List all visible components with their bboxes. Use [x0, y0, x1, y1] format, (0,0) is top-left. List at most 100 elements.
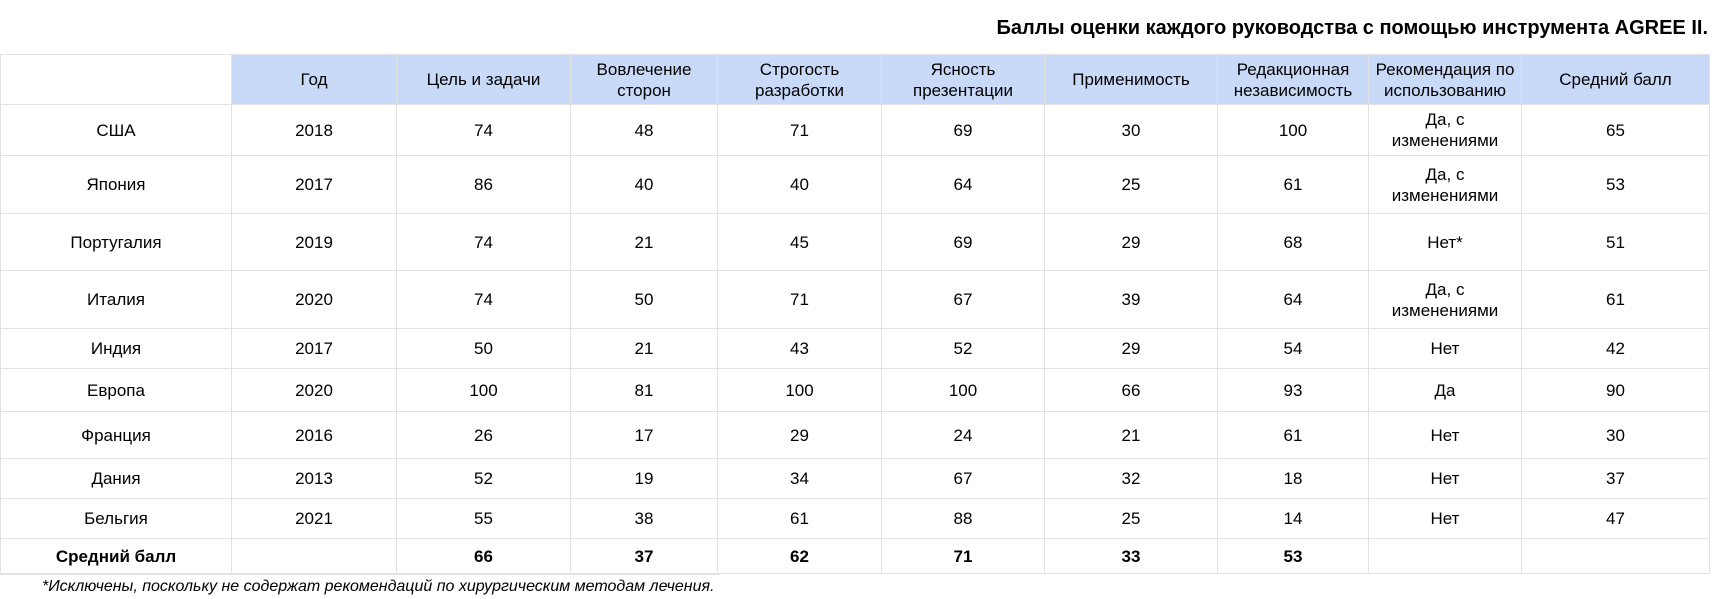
cell: Нет	[1368, 328, 1522, 369]
cell: Да, с изменениями	[1368, 104, 1522, 156]
cell: 64	[881, 155, 1045, 214]
title: Баллы оценки каждого руководства с помощ…	[996, 17, 1708, 39]
table-row: Италия 2020 74 50 71 67 39 64 Да, с изменениями 6…	[0, 270, 1710, 329]
cell: 100	[396, 368, 571, 412]
row-label: Франция	[0, 411, 232, 459]
cell: 67	[881, 270, 1045, 329]
cell: 47	[1521, 498, 1710, 539]
cell: 45	[717, 213, 882, 271]
cell: 61	[717, 498, 882, 539]
table-row: Бельгия 2021 55 38 61 88 25 14 Нет 47	[0, 498, 1710, 539]
cell: 68	[1217, 213, 1369, 271]
cell: 40	[570, 155, 718, 214]
cell: 100	[717, 368, 882, 412]
header-cell: Средний балл	[1521, 54, 1710, 105]
table-row: Европа 2020 100 81 100 100 66 93 Да 90	[0, 368, 1710, 412]
cell: 21	[1044, 411, 1218, 459]
cell: 61	[1521, 270, 1710, 329]
cell: Да, с изменениями	[1368, 155, 1522, 214]
cell: 30	[1521, 411, 1710, 459]
cell: 93	[1217, 368, 1369, 412]
row-label: Италия	[0, 270, 232, 329]
cell: 2020	[231, 368, 397, 412]
cell: 61	[1217, 155, 1369, 214]
table-row: США 2018 74 48 71 69 30 100 Да, с изменениями 65	[0, 104, 1710, 156]
header-cell: Цель и задачи	[396, 54, 571, 105]
cell: 2021	[231, 498, 397, 539]
header-cell: Применимость	[1044, 54, 1218, 105]
row-label: Португалия	[0, 213, 232, 271]
summary-cell: 71	[881, 538, 1045, 574]
cell: 42	[1521, 328, 1710, 369]
table-row: Дания 2013 52 19 34 67 32 18 Нет 37	[0, 458, 1710, 499]
cell: 81	[570, 368, 718, 412]
cell: 38	[570, 498, 718, 539]
cell: 24	[881, 411, 1045, 459]
cell: 25	[1044, 498, 1218, 539]
table-row: Франция 2016 26 17 29 24 21 61 Нет 30	[0, 411, 1710, 459]
cell	[1368, 538, 1522, 574]
cell: 74	[396, 104, 571, 156]
cell: Нет*	[1368, 213, 1522, 271]
cell: Нет	[1368, 411, 1522, 459]
cell: 50	[396, 328, 571, 369]
cell: 61	[1217, 411, 1369, 459]
cell: 66	[1044, 368, 1218, 412]
row-label: Европа	[0, 368, 232, 412]
summary-cell: 33	[1044, 538, 1218, 574]
cell: 67	[881, 458, 1045, 499]
footnote: *Исключены, поскольку не содержат рекоме…	[0, 574, 720, 599]
table-row: Индия 2017 50 21 43 52 29 54 Нет 42	[0, 328, 1710, 369]
cell: 39	[1044, 270, 1218, 329]
header-cell	[0, 54, 232, 105]
cell: 2017	[231, 328, 397, 369]
table-row: Япония 2017 86 40 40 64 25 61 Да, с изменениями 5…	[0, 155, 1710, 214]
cell: 54	[1217, 328, 1369, 369]
cell: 100	[881, 368, 1045, 412]
table-row: Средний балл 66 37 62 71 33 53	[0, 538, 1710, 574]
cell: 29	[1044, 213, 1218, 271]
table-row: Португалия 2019 74 21 45 69 29 68 Нет* 51	[0, 213, 1710, 271]
cell: 21	[570, 328, 718, 369]
cell: 40	[717, 155, 882, 214]
cell: 51	[1521, 213, 1710, 271]
header-cell: Ясность презентации	[881, 54, 1045, 105]
cell: 50	[570, 270, 718, 329]
cell: 52	[396, 458, 571, 499]
cell: Нет	[1368, 458, 1522, 499]
cell: 43	[717, 328, 882, 369]
cell: 29	[717, 411, 882, 459]
cell: 71	[717, 104, 882, 156]
cell: 2016	[231, 411, 397, 459]
cell	[231, 538, 397, 574]
header-cell: Вовлечение сторон	[570, 54, 718, 105]
cell: 37	[1521, 458, 1710, 499]
cell: 2017	[231, 155, 397, 214]
cell: 32	[1044, 458, 1218, 499]
cell	[1521, 538, 1710, 574]
cell: 74	[396, 213, 571, 271]
header-cell: Год	[231, 54, 397, 105]
row-label: Япония	[0, 155, 232, 214]
cell: Да	[1368, 368, 1522, 412]
row-label: Бельгия	[0, 498, 232, 539]
cell: 100	[1217, 104, 1369, 156]
cell: 19	[570, 458, 718, 499]
cell: 55	[396, 498, 571, 539]
cell: 25	[1044, 155, 1218, 214]
cell: 74	[396, 270, 571, 329]
table-row: Год Цель и задачи Вовлечение сторон Строгос…	[0, 54, 1710, 105]
cell: Да, с изменениями	[1368, 270, 1522, 329]
cell: 65	[1521, 104, 1710, 156]
cell: 90	[1521, 368, 1710, 412]
cell: 71	[717, 270, 882, 329]
cell: 2019	[231, 213, 397, 271]
cell: 88	[881, 498, 1045, 539]
cell: 21	[570, 213, 718, 271]
summary-label: Средний балл	[0, 538, 232, 574]
summary-cell: 37	[570, 538, 718, 574]
cell: Нет	[1368, 498, 1522, 539]
cell: 86	[396, 155, 571, 214]
summary-cell: 62	[717, 538, 882, 574]
row-label: Индия	[0, 328, 232, 369]
